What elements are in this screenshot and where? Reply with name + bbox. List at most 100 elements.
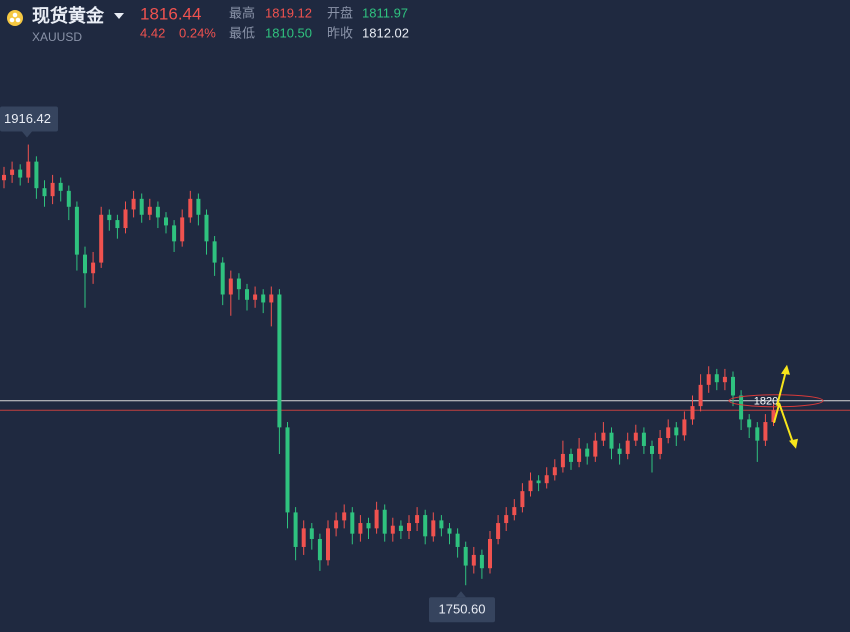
candle-body: [34, 161, 39, 189]
candle-body: [682, 419, 687, 436]
candle-body: [536, 480, 541, 484]
stat-label: 开盘: [327, 5, 353, 20]
arrow-up-head: [781, 364, 790, 375]
candle-body: [107, 214, 112, 221]
candle-body: [10, 169, 15, 175]
logo-dot: [15, 17, 21, 23]
candle-body: [164, 217, 168, 226]
arrow-down: [778, 402, 794, 444]
candle-body: [374, 509, 379, 529]
candle-body: [739, 395, 744, 420]
dropdown-caret[interactable]: [114, 13, 124, 19]
candle-body: [617, 448, 622, 454]
candle-body: [698, 384, 703, 407]
instrument-title[interactable]: 现货黄金: [32, 5, 105, 26]
price: 1816.44: [140, 4, 201, 23]
candle-body: [91, 262, 96, 274]
candle-body: [447, 528, 452, 534]
candle-body: [293, 512, 298, 547]
stat-value: 1811.97: [362, 5, 408, 20]
candle-body: [641, 432, 646, 446]
low-marker-pointer: [456, 591, 466, 598]
symbol: XAUUSD: [32, 30, 82, 44]
candle-body: [577, 448, 582, 462]
high-marker-box: [0, 106, 58, 132]
candle-body: [204, 214, 209, 242]
candle-body: [552, 467, 557, 476]
candle-body: [747, 419, 752, 428]
candle-body: [58, 182, 63, 191]
candle-body: [755, 427, 760, 441]
candle-body: [415, 515, 420, 524]
candle-body: [398, 525, 403, 532]
candle-body: [528, 480, 533, 492]
candle-body: [722, 376, 727, 383]
stat-label: 昨收: [327, 25, 353, 40]
candle-body: [407, 523, 411, 532]
candle-body: [83, 254, 87, 274]
candle-body: [131, 198, 136, 210]
logo-dot: [9, 17, 15, 23]
candle-body: [666, 427, 671, 438]
candle-body: [277, 294, 282, 428]
candle-body: [560, 453, 565, 468]
candle-body: [390, 525, 395, 534]
candle-body: [309, 528, 314, 539]
level-label: 1820: [754, 396, 778, 408]
candle-body: [479, 554, 484, 569]
candle-body: [382, 509, 387, 534]
change-pct: 0.24%: [179, 25, 216, 40]
candle-body: [455, 533, 460, 547]
candle-body: [147, 206, 152, 215]
candle-body: [633, 432, 638, 441]
logo-dot: [12, 12, 18, 18]
candle-body: [471, 554, 476, 566]
candle-body: [763, 422, 768, 441]
candle-body: [771, 410, 776, 423]
candle-body: [334, 520, 339, 529]
candle-body: [253, 294, 258, 300]
high-marker-pointer: [22, 131, 32, 138]
candle-body: [358, 523, 363, 534]
candle-body: [496, 523, 501, 539]
candle-body: [269, 294, 274, 303]
candle-body: [585, 448, 590, 457]
arrow-down-head: [789, 438, 798, 449]
candle-body: [342, 512, 347, 521]
candle-body: [706, 374, 711, 385]
candle-body: [650, 445, 654, 454]
candle-body: [326, 528, 330, 561]
stat-label: 最高: [229, 5, 255, 20]
candle-body: [18, 169, 23, 178]
candle-body: [504, 515, 509, 524]
candle-body: [317, 538, 322, 561]
candle-body: [172, 225, 177, 242]
candle-body: [2, 174, 6, 181]
candle-body: [228, 278, 233, 295]
candle-body: [301, 528, 306, 547]
candle-body: [180, 217, 185, 242]
low-marker-label: 1750.60: [439, 602, 486, 617]
candle-body: [155, 206, 160, 218]
low-marker-box: [429, 597, 495, 623]
candle-body: [245, 289, 249, 300]
arrow-up: [776, 370, 787, 407]
candle-body: [690, 406, 695, 420]
candle-body: [66, 190, 71, 207]
stat-value: 1810.50: [265, 25, 312, 40]
candle-body: [601, 432, 606, 441]
candle-body: [625, 440, 630, 454]
level-ellipse: [728, 394, 824, 408]
candle-body: [609, 432, 614, 449]
change: 4.42: [140, 25, 165, 40]
candle-body: [99, 214, 104, 263]
stat-value: 1819.12: [265, 5, 312, 20]
candle-body: [423, 515, 428, 537]
stat-label: 最低: [229, 25, 255, 40]
candle-body: [544, 475, 549, 484]
candle-body: [74, 206, 79, 255]
candle-body: [714, 374, 719, 383]
candle-body: [123, 209, 128, 229]
candle-body: [196, 198, 201, 215]
